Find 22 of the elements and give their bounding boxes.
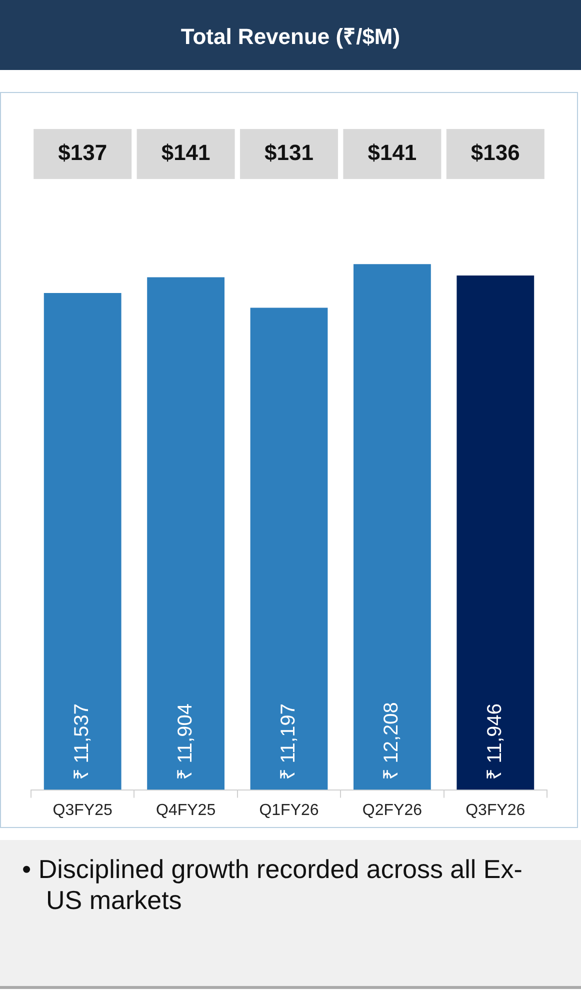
text: $136 (470, 140, 520, 166)
chart-title: Total Revenue (₹/$M) (0, 0, 581, 70)
x-tick-label: Q2FY26 (362, 802, 422, 819)
data-label: ₹ 11,904 (174, 704, 196, 780)
bar (250, 308, 328, 790)
data-label: ₹ 11,537 (71, 704, 94, 780)
data-label: ₹ 12,208 (380, 702, 403, 780)
data-label: ₹ 11,946 (484, 704, 506, 780)
x-tick-label: Q3FY26 (466, 802, 526, 819)
data-label: ₹ 11,197 (278, 704, 300, 780)
text: • Disciplined growth recorded across all Ex-US markets (22, 854, 524, 916)
x-tick-label: Q3FY25 (52, 802, 112, 819)
x-tick-label: Q1FY26 (259, 802, 319, 819)
text: $131 (264, 140, 314, 166)
bar (44, 293, 122, 790)
text: $137 (58, 140, 108, 166)
text: $141 (368, 140, 417, 166)
bar (147, 277, 224, 790)
x-tick-label: Q4FY25 (156, 802, 216, 819)
text: $141 (161, 140, 210, 166)
bar (456, 275, 534, 790)
bar (354, 264, 431, 790)
